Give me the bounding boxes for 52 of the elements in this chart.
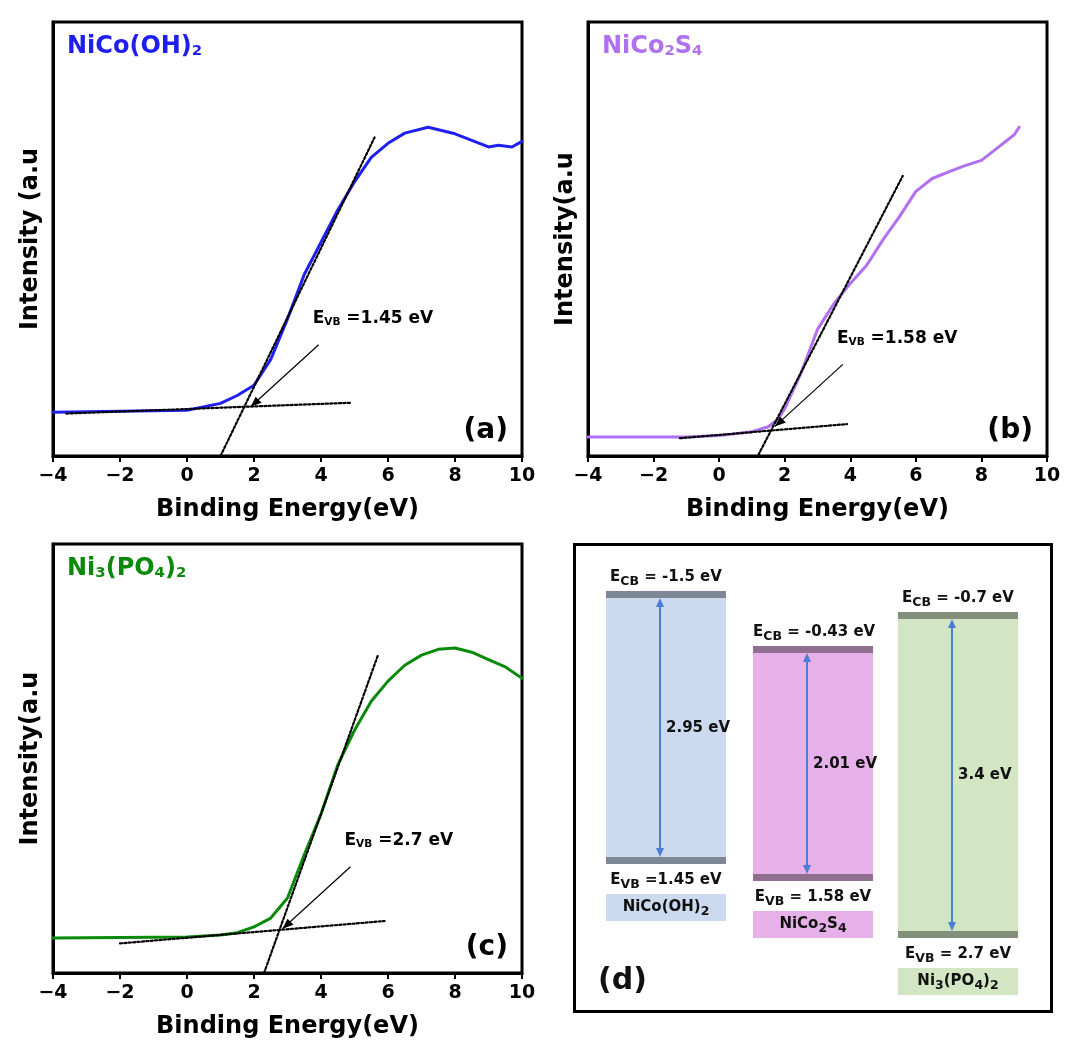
text: (d) (598, 961, 647, 996)
x-tick-label: 4 (314, 979, 328, 1002)
annotation: EVB =2.7 eV (344, 829, 454, 850)
x-axis-title: Binding Energy(eV) (686, 494, 949, 522)
x-tick-label: 0 (180, 462, 194, 485)
x-tick-label: 2 (247, 462, 261, 485)
x-tick-label: 2 (778, 462, 792, 485)
y-axis-title: Intensity(a.u (550, 152, 578, 326)
text: NiCo(OH)2 (67, 31, 203, 60)
text: E$_{CB}$ = -0.43 eV (753, 622, 876, 643)
text: E$_{CB}$ = -1.5 eV (609, 567, 723, 588)
x-tick-label: 8 (448, 462, 462, 485)
y-axis-title: Intensity(a.u (15, 671, 43, 846)
annotation: (b) (987, 411, 1033, 445)
x-tick-label: 8 (974, 462, 989, 485)
annotation: (a) (463, 411, 509, 445)
x-tick-label: 8 (448, 979, 462, 1002)
text: Ni3(PO4)2 (67, 553, 187, 582)
text: E$_{VB}$ = 1.58 eV (753, 887, 873, 908)
x-tick-label: −4 (573, 462, 603, 485)
x-tick-label: 2 (247, 979, 261, 1002)
x-tick-label: −4 (38, 462, 68, 485)
x-tick-label: 0 (180, 979, 194, 1002)
text: E$_{VB}$ = 2.7 eV (903, 944, 1012, 965)
x-tick-label: 4 (843, 462, 857, 485)
x-tick-label: 6 (381, 462, 395, 485)
category-label: Ni$_{3}$(PO$_{4}$)$_{2}$ (898, 968, 1018, 995)
x-tick-label: 10 (1033, 462, 1061, 485)
text: 3.4 eV (958, 765, 1012, 783)
x-tick-label: −2 (639, 462, 669, 485)
x-axis-title: Binding Energy(eV) (156, 1011, 419, 1039)
x-tick-label: 0 (712, 462, 726, 485)
category-label: NiCo(OH)$_{2}$ (606, 894, 726, 921)
x-tick-label: −2 (105, 979, 135, 1002)
text: E$_{VB}$ =1.45 eV (609, 870, 723, 891)
category-label: NiCo$_{2}$S$_{4}$ (753, 911, 873, 938)
x-tick-label: 10 (508, 462, 536, 485)
text: 2.01 eV (813, 753, 878, 772)
x-tick-label: 4 (314, 462, 328, 485)
annotation: EVB =1.45 eV (312, 307, 434, 328)
x-axis-title: Binding Energy(eV) (156, 494, 419, 522)
annotation: EVB =1.58 eV (836, 327, 959, 348)
text: E$_{CB}$ = -0.7 eV (901, 588, 1015, 609)
x-tick-label: 6 (909, 462, 923, 485)
x-tick-label: −4 (38, 979, 68, 1002)
x-tick-label: −2 (105, 462, 135, 485)
text: NiCo2S4 (602, 31, 703, 60)
annotation: (c) (465, 928, 509, 962)
x-tick-label: 10 (508, 979, 536, 1002)
y-axis-title: Intensity (a.u (15, 147, 43, 331)
x-tick-label: 6 (381, 979, 395, 1002)
text: 2.95 eV (666, 717, 731, 736)
